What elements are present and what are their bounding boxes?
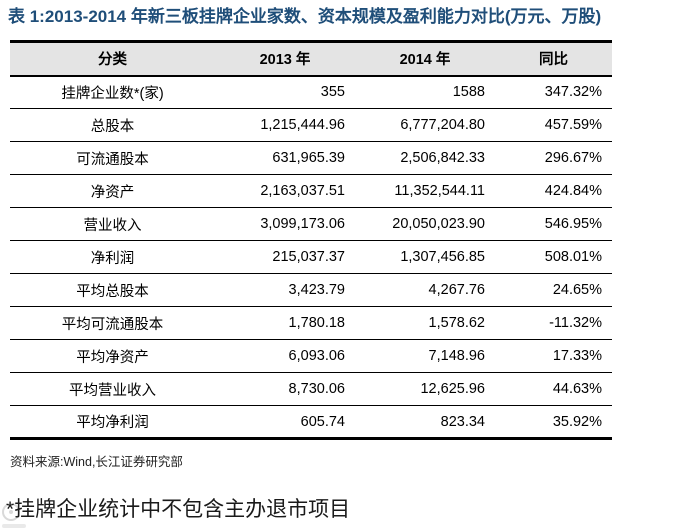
value-yoy: 44.63%: [495, 372, 612, 406]
value-2013: 631,965.39: [215, 141, 355, 175]
data-source-note: 资料来源:Wind,长江证券研究部: [10, 455, 183, 469]
table-row: 营业收入 3,099,173.06 20,050,023.90 546.95%: [10, 207, 612, 241]
header-2013: 2013 年: [215, 41, 355, 77]
value-2014: 11,352,544.11: [355, 174, 495, 208]
comparison-table: 分类 2013 年 2014 年 同比 挂牌企业数*(家) 355 1588 3…: [10, 40, 612, 440]
value-2013: 1,215,444.96: [215, 108, 355, 142]
value-2013: 355: [215, 75, 355, 109]
table-header-row: 分类 2013 年 2014 年 同比: [10, 41, 612, 77]
table-row: 平均营业收入 8,730.06 12,625.96 44.63%: [10, 372, 612, 406]
value-2014: 823.34: [440, 413, 485, 430]
value-2014: 1,578.62: [355, 306, 495, 340]
table-row: 挂牌企业数*(家) 355 1588 347.32%: [10, 75, 612, 109]
value-2014: 1,307,456.85: [355, 240, 495, 274]
table-row: 净资产 2,163,037.51 11,352,544.11 424.84%: [10, 174, 612, 208]
table-title: 表 1:2013-2014 年新三板挂牌企业家数、资本规模及盈利能力对比(万元、…: [8, 7, 602, 26]
value-2014: 6,777,204.80: [355, 108, 495, 142]
value-2013: 6,093.06: [215, 339, 355, 373]
table-row: 平均可流通股本 1,780.18 1,578.62 -11.32%: [10, 306, 612, 340]
row-label: 平均总股本: [10, 273, 215, 307]
value-2013: 2,163,037.51: [215, 174, 355, 208]
value-2013: 215,037.37: [215, 240, 355, 274]
header-2014: 2014 年: [355, 41, 495, 77]
value-2013: 3,099,173.06: [215, 207, 355, 241]
value-yoy: 508.01%: [495, 240, 612, 274]
value-yoy: 35.92%: [552, 413, 602, 430]
row-label: 平均净利润: [76, 415, 149, 431]
row-label: 净资产: [10, 174, 215, 208]
value-yoy: 347.32%: [495, 75, 612, 109]
header-yoy: 同比: [495, 41, 612, 77]
value-yoy: 424.84%: [495, 174, 612, 208]
value-2013: 605.74: [300, 413, 345, 430]
value-2013: 3,423.79: [215, 273, 355, 307]
row-label: 可流通股本: [10, 141, 215, 175]
header-category: 分类: [10, 41, 215, 77]
value-2014: 20,050,023.90: [355, 207, 495, 241]
row-label: 净利润: [10, 240, 215, 274]
value-2014: 7,148.96: [355, 339, 495, 373]
value-yoy: 17.33%: [495, 339, 612, 373]
value-yoy: 457.59%: [495, 108, 612, 142]
value-yoy: 546.95%: [495, 207, 612, 241]
row-label: 平均净资产: [10, 339, 215, 373]
row-label: 挂牌企业数*(家): [10, 75, 215, 109]
row-label: 营业收入: [10, 207, 215, 241]
value-2014: 4,267.76: [355, 273, 495, 307]
watermark-icon: [2, 503, 28, 531]
value-2014: 1588: [355, 75, 495, 109]
row-label: 总股本: [10, 108, 215, 142]
row-label: 平均营业收入: [10, 372, 215, 406]
table-row: 净利润 215,037.37 1,307,456.85 508.01%: [10, 240, 612, 274]
value-yoy: -11.32%: [495, 306, 612, 340]
value-yoy: 296.67%: [495, 141, 612, 175]
value-yoy: 24.65%: [495, 273, 612, 307]
row-label: 平均可流通股本: [10, 306, 215, 340]
table-row: 总股本 1,215,444.96 6,777,204.80 457.59%: [10, 108, 612, 142]
table-row: 平均净利润 605.74 823.34 35.92%: [10, 406, 612, 439]
value-2014: 12,625.96: [355, 372, 495, 406]
value-2013: 1,780.18: [215, 306, 355, 340]
table-row: 平均净资产 6,093.06 7,148.96 17.33%: [10, 339, 612, 373]
table-row: 可流通股本 631,965.39 2,506,842.33 296.67%: [10, 141, 612, 175]
table-row: 平均总股本 3,423.79 4,267.76 24.65%: [10, 273, 612, 307]
table-footnote: *挂牌企业统计中不包含主办退市项目: [6, 498, 351, 521]
value-2014: 2,506,842.33: [355, 141, 495, 175]
value-2013: 8,730.06: [215, 372, 355, 406]
